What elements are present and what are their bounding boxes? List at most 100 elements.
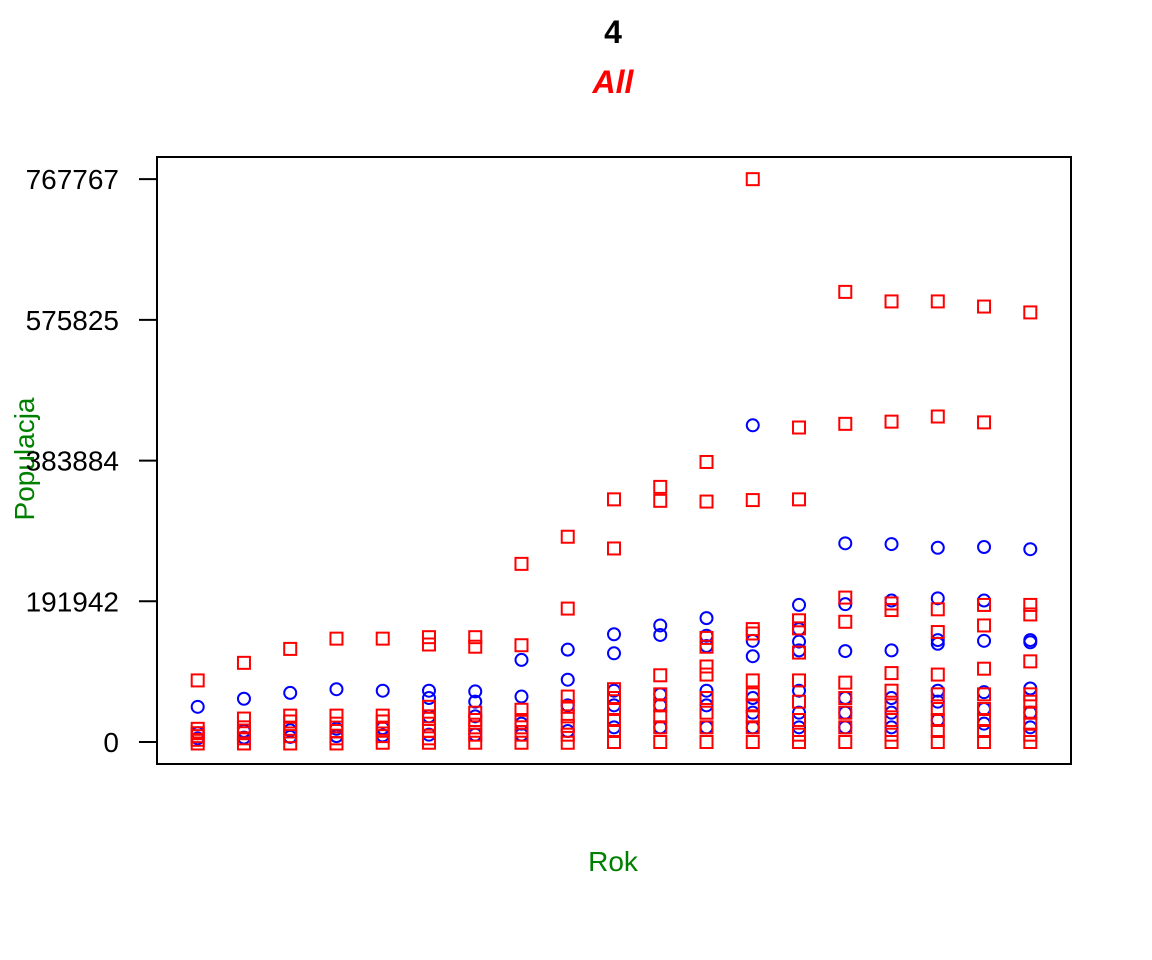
data-point-square — [283, 729, 298, 744]
data-point-square — [745, 493, 760, 508]
data-point-square — [468, 639, 483, 654]
data-point-square — [977, 661, 992, 676]
data-point-square — [792, 727, 807, 742]
data-point-square — [792, 713, 807, 728]
data-point-square — [653, 668, 668, 683]
data-point-square — [699, 667, 714, 682]
data-point-circle — [236, 691, 251, 706]
data-point-square — [977, 618, 992, 633]
data-point-square — [977, 702, 992, 717]
data-point-square — [375, 735, 390, 750]
data-point-square — [468, 735, 483, 750]
data-point-circle — [745, 633, 760, 648]
data-point-circle — [745, 705, 760, 720]
data-point-circle — [792, 634, 807, 649]
data-point-circle — [792, 683, 807, 698]
data-point-square — [468, 727, 483, 742]
data-point-square — [283, 721, 298, 736]
data-point-circle — [1023, 635, 1038, 650]
data-point-circle — [792, 597, 807, 612]
data-point-circle — [792, 720, 807, 735]
data-point-square — [514, 727, 529, 742]
data-point-circle — [653, 618, 668, 633]
data-point-circle — [653, 627, 668, 642]
data-point-square — [560, 735, 575, 750]
plot-frame — [156, 156, 1072, 765]
data-point-circle — [884, 705, 899, 720]
data-point-square — [421, 630, 436, 645]
data-point-circle — [884, 643, 899, 658]
y-axis-label: Populacja — [9, 397, 40, 520]
data-point-square — [930, 687, 945, 702]
data-point-square — [607, 713, 621, 728]
data-point-circle — [977, 593, 992, 608]
data-point-square — [421, 716, 436, 731]
data-point-circle — [792, 705, 807, 720]
data-point-square — [930, 713, 945, 728]
data-point-square — [930, 702, 945, 717]
data-point-square — [1023, 607, 1038, 622]
data-point-square — [745, 172, 760, 187]
data-point-square — [468, 705, 483, 720]
data-point-square — [1023, 694, 1038, 709]
data-point-circle — [884, 720, 899, 735]
data-point-circle — [838, 705, 853, 720]
data-point-square — [977, 687, 992, 702]
data-point-square — [792, 420, 807, 435]
data-point-square — [607, 682, 621, 697]
chart-title: 4 — [604, 14, 622, 50]
data-point-square — [745, 698, 760, 713]
data-point-square — [421, 709, 436, 724]
data-point-circle — [977, 716, 992, 731]
data-point-square — [1023, 687, 1038, 702]
data-point-square — [884, 698, 899, 713]
data-point-square — [375, 631, 390, 646]
data-point-square — [329, 708, 344, 723]
data-point-square — [699, 454, 714, 469]
data-point-square — [421, 637, 436, 652]
data-point-square — [421, 699, 436, 714]
data-point-square — [838, 691, 853, 706]
data-point-square — [838, 675, 853, 690]
data-point-circle — [560, 672, 575, 687]
data-point-square — [838, 284, 853, 299]
data-point-square — [930, 667, 945, 682]
data-point-square — [653, 735, 668, 750]
data-point-square — [1023, 597, 1038, 612]
data-point-circle — [699, 698, 714, 713]
data-point-square — [930, 409, 945, 424]
data-point-square — [792, 694, 807, 709]
data-point-square — [884, 414, 899, 429]
data-point-square — [930, 625, 945, 640]
y-tick-label: 383884 — [26, 446, 119, 477]
data-point-square — [699, 735, 714, 750]
data-point-square — [977, 597, 992, 612]
data-point-circle — [745, 418, 760, 433]
data-point-circle — [884, 691, 899, 706]
data-point-square — [838, 416, 853, 431]
data-point-circle — [375, 683, 390, 698]
data-point-square — [699, 720, 714, 735]
data-point-square — [560, 727, 575, 742]
data-point-square — [468, 630, 483, 645]
data-point-square — [792, 613, 807, 628]
data-point-circle — [699, 720, 714, 735]
data-point-circle — [745, 649, 760, 664]
data-point-square — [838, 614, 853, 629]
data-point-square — [930, 294, 945, 309]
data-point-square — [1023, 735, 1038, 750]
y-tick-label: 0 — [103, 727, 119, 758]
data-point-circle — [190, 699, 205, 714]
data-point-square — [792, 621, 807, 636]
data-point-square — [607, 691, 621, 706]
data-point-square — [930, 724, 945, 739]
data-point-square — [977, 415, 992, 430]
data-point-square — [653, 720, 668, 735]
data-point-square — [930, 735, 945, 750]
data-point-square — [283, 641, 298, 656]
data-point-circle — [607, 627, 621, 642]
data-point-square — [884, 666, 899, 681]
data-point-circle — [1023, 542, 1038, 557]
data-point-square — [560, 709, 575, 724]
